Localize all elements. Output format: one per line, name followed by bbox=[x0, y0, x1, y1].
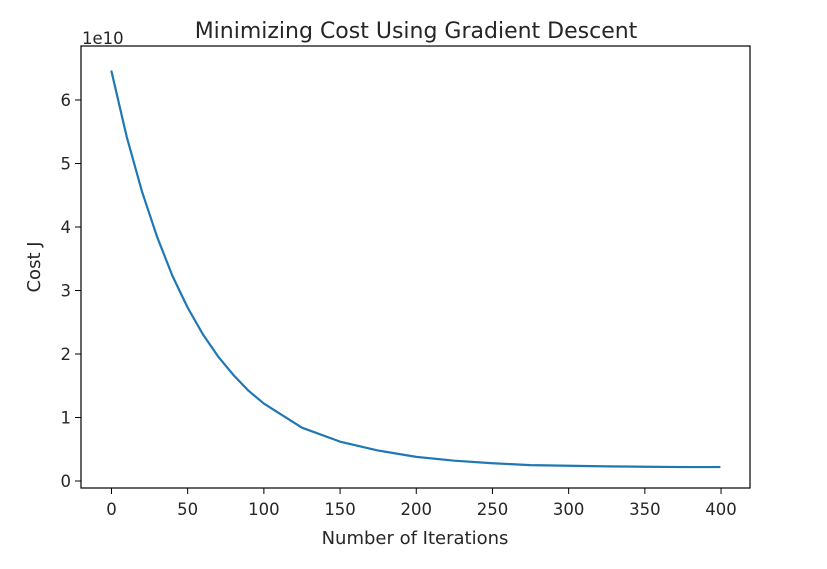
y-tick-label: 2 bbox=[61, 345, 72, 364]
series-line-0 bbox=[110, 70, 721, 469]
x-axis: 0 50 100 150 200 250 300 350 400 bbox=[106, 488, 737, 519]
plot-frame bbox=[80, 45, 751, 489]
y-axis-offset-label: 1e10 bbox=[82, 29, 124, 48]
x-axis-label: Number of Iterations bbox=[322, 528, 509, 549]
x-tick-label: 300 bbox=[553, 500, 585, 519]
x-tick-label: 0 bbox=[106, 500, 117, 519]
x-tick-label: 50 bbox=[177, 500, 198, 519]
y-tick-label: 3 bbox=[61, 281, 72, 300]
x-tick-label: 100 bbox=[248, 500, 280, 519]
chart-title: Minimizing Cost Using Gradient Descent bbox=[195, 19, 638, 44]
y-tick-label: 4 bbox=[61, 218, 72, 237]
x-tick-label: 350 bbox=[629, 500, 661, 519]
x-tick-label: 250 bbox=[477, 500, 509, 519]
plot-area bbox=[110, 70, 721, 469]
x-tick-label: 150 bbox=[324, 500, 356, 519]
y-axis-label: Cost J bbox=[24, 241, 45, 292]
y-axis: 0 1 2 3 4 5 6 bbox=[61, 91, 81, 491]
y-tick-label: 6 bbox=[61, 91, 72, 110]
y-tick-label: 5 bbox=[61, 154, 72, 173]
y-tick-label: 0 bbox=[61, 472, 72, 491]
y-tick-label: 1 bbox=[61, 409, 72, 428]
x-tick-label: 400 bbox=[705, 500, 737, 519]
x-tick-label: 200 bbox=[401, 500, 433, 519]
